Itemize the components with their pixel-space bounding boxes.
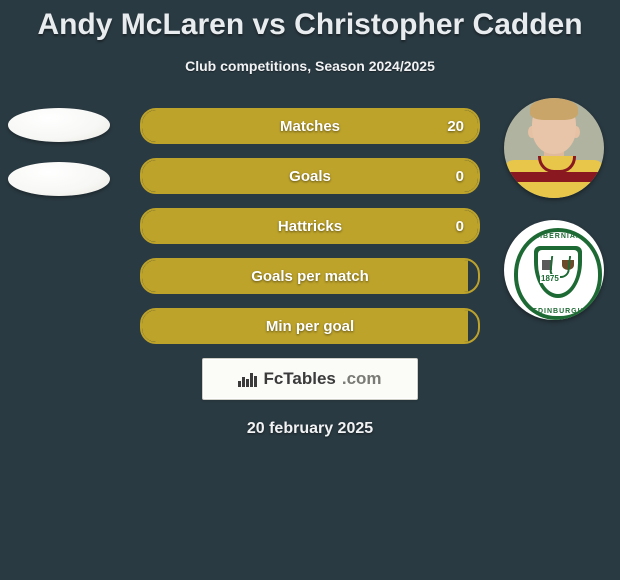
stat-row: Goals0 (140, 158, 480, 194)
page-subtitle: Club competitions, Season 2024/2025 (0, 58, 620, 74)
crest-bottom-label: EDINBURGH (518, 308, 598, 315)
snapshot-date: 20 february 2025 (0, 420, 620, 438)
left-placeholder-orb (8, 108, 110, 142)
branding-badge: FcTables .com (202, 358, 418, 400)
bar-chart-icon (238, 371, 257, 387)
club-crest: HIBERNIAN 1875 EDINBURGH (504, 220, 604, 320)
stat-label: Min per goal (142, 310, 478, 342)
branding-name: FcTables (263, 369, 335, 389)
right-player-media: HIBERNIAN 1875 EDINBURGH (504, 98, 604, 342)
stat-row: Min per goal (140, 308, 480, 344)
comparison-card: Andy McLaren vs Christopher Cadden Club … (0, 0, 620, 580)
crest-year: 1875 (540, 274, 560, 283)
stat-row: Matches20 (140, 108, 480, 144)
compare-area: Matches20Goals0Hattricks0Goals per match… (0, 108, 620, 338)
stat-value: 0 (456, 160, 464, 192)
crest-top-label: HIBERNIAN (518, 233, 598, 240)
stat-label: Matches (142, 110, 478, 142)
stat-row: Goals per match (140, 258, 480, 294)
left-placeholder-orb (8, 162, 110, 196)
left-player-placeholders (8, 108, 110, 216)
stat-label: Goals per match (142, 260, 478, 292)
branding-suffix: .com (342, 369, 382, 389)
stat-label: Goals (142, 160, 478, 192)
stat-row: Hattricks0 (140, 208, 480, 244)
stat-value: 20 (447, 110, 464, 142)
stat-value: 0 (456, 210, 464, 242)
stat-bars: Matches20Goals0Hattricks0Goals per match… (140, 108, 480, 358)
stat-label: Hattricks (142, 210, 478, 242)
player-photo (504, 98, 604, 198)
page-title: Andy McLaren vs Christopher Cadden (0, 0, 620, 42)
